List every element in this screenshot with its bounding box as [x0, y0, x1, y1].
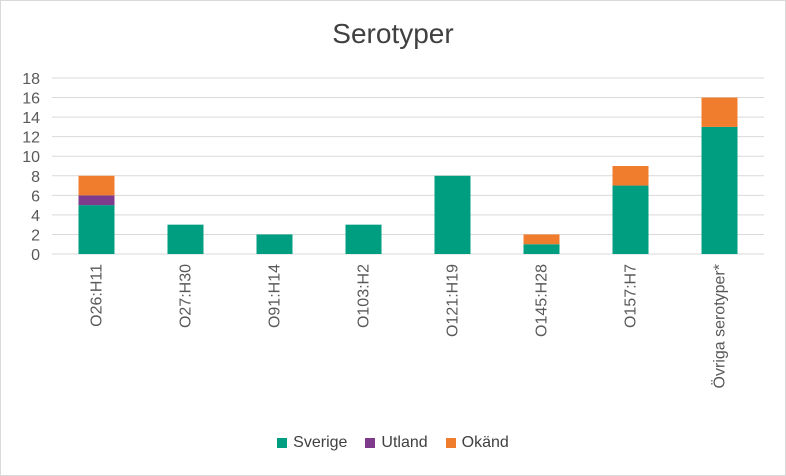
y-tick-label: 14	[22, 110, 40, 127]
chart-title: Serotyper	[332, 18, 454, 49]
bar-segment	[523, 244, 560, 254]
legend-item: Utland	[365, 434, 428, 452]
legend-swatch	[365, 438, 376, 448]
legend-swatch	[445, 438, 456, 448]
x-tick-label: Övriga serotyper*	[711, 264, 729, 389]
y-tick-label: 8	[31, 169, 40, 186]
bar-segment	[78, 195, 115, 206]
legend-label: Okänd	[461, 434, 509, 451]
y-tick-label: 0	[31, 247, 40, 264]
chart-legend: Sverige Utland Okänd	[0, 434, 786, 452]
bar-segment	[167, 224, 204, 254]
x-tick-label: O145:H28	[534, 264, 551, 337]
bar-segment	[523, 234, 560, 245]
y-tick-label: 10	[22, 149, 40, 166]
bar-segment	[78, 205, 115, 254]
bar-segment	[701, 126, 738, 254]
y-tick-label: 12	[22, 130, 40, 147]
bar-segment	[612, 166, 649, 186]
y-tick-label: 6	[31, 188, 40, 205]
bar-segment	[78, 175, 115, 196]
x-tick-label: O26:H11	[89, 264, 106, 327]
x-tick-label: O91:H14	[267, 264, 284, 328]
bar-segment	[434, 175, 471, 254]
x-tick-label: O103:H2	[356, 264, 373, 328]
y-tick-label: 18	[22, 71, 40, 88]
bar-segment	[701, 97, 738, 127]
y-tick-label: 4	[31, 208, 40, 225]
y-tick-label: 2	[31, 227, 40, 244]
x-tick-label: O157:H7	[623, 264, 640, 328]
legend-item: Sverige	[277, 434, 347, 452]
y-tick-label: 16	[22, 91, 40, 108]
legend-label: Utland	[381, 434, 428, 451]
legend-swatch	[277, 438, 288, 448]
bar-segment	[612, 185, 649, 254]
bar-segment	[256, 234, 293, 254]
bar-segment	[345, 224, 382, 254]
x-tick-label: O27:H30	[178, 264, 195, 328]
legend-item: Okänd	[445, 434, 509, 452]
x-tick-label: O121:H19	[445, 264, 462, 337]
legend-label: Sverige	[293, 434, 348, 451]
